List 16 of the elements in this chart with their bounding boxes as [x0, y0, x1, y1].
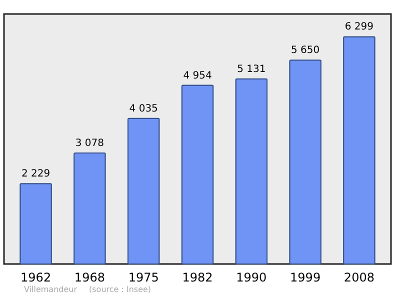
data-label: 5 650: [290, 45, 320, 56]
data-label: 2 229: [21, 168, 50, 180]
data-label: 3 078: [75, 138, 104, 149]
x-tick-label: 1982: [182, 270, 213, 284]
x-tick-label: 1999: [290, 270, 321, 284]
data-label: 4 954: [183, 70, 212, 82]
x-tick-label: 1968: [74, 270, 105, 284]
data-label: 5 131: [237, 64, 266, 75]
x-tick-label: 2008: [344, 270, 374, 284]
x-tick-label: 1962: [20, 270, 52, 284]
x-tick-label: 1975: [128, 270, 159, 284]
data-label: 4 035: [129, 103, 158, 114]
text: Villemandeur: [24, 285, 78, 294]
text: (source : Insee): [89, 285, 152, 294]
x-tick-label: 1990: [236, 270, 267, 284]
data-label: 6 299: [344, 22, 374, 33]
